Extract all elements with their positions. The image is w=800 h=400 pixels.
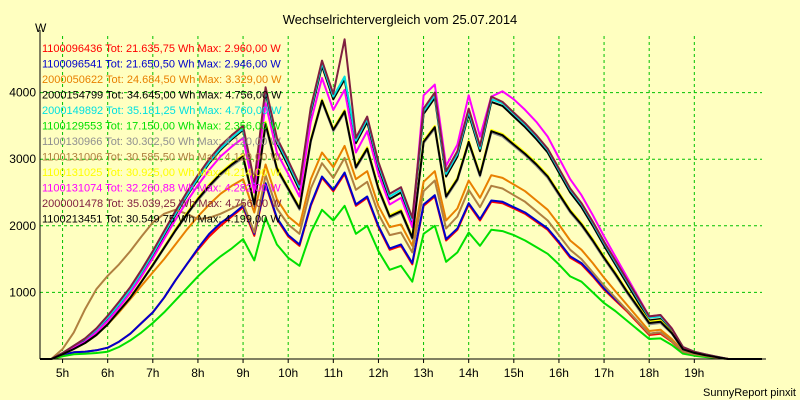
legend-entry-2: 2000050622 Tot: 24.684,50 Wh Max: 3.329,…: [42, 74, 282, 86]
legend-entry-10: 2000001478 Tot: 35.039,25 Wh Max: 4.756,…: [42, 198, 282, 210]
series-line-2: [40, 144, 762, 360]
series-line-10: [40, 38, 762, 360]
x-tick-label-5: 10h: [278, 366, 298, 380]
credit-text: SunnyReport pinxit: [703, 387, 796, 399]
y-axis-label: W: [35, 21, 47, 35]
x-tick-label-9: 14h: [459, 366, 479, 380]
legend-entry-9: 1100131074 Tot: 32.260,88 Wh Max: 4.282,…: [42, 183, 281, 195]
x-tick-label-0: 5h: [56, 366, 69, 380]
x-tick-label-11: 16h: [549, 366, 569, 380]
x-tick-label-2: 7h: [146, 366, 159, 380]
x-tick-label-8: 13h: [414, 366, 434, 380]
x-tick-label-12: 17h: [594, 366, 614, 380]
series-lines: [40, 38, 762, 360]
x-tick-label-14: 19h: [684, 366, 704, 380]
legend-entry-4: 2000149892 Tot: 35.181,25 Wh Max: 4.760,…: [42, 105, 282, 117]
x-tick-label-13: 18h: [639, 366, 659, 380]
legend-entry-7: 1100131006 Tot: 30.585,50 Wh Max: 4.129,…: [42, 152, 281, 164]
series-line-5: [40, 204, 762, 360]
legend-entry-1: 1100096541 Tot: 21.650,50 Wh Max: 2.946,…: [42, 59, 281, 71]
axes: [39, 30, 766, 360]
y-tick-label-0: 1000: [9, 285, 36, 299]
x-tick-label-7: 12h: [368, 366, 388, 380]
legend-entry-8: 1100131025 Tot: 30.925,00 Wh Max: 4.214,…: [42, 167, 281, 179]
x-tick-label-3: 8h: [191, 366, 204, 380]
series-line-11: [40, 99, 762, 360]
y-tick-label-1: 2000: [9, 219, 36, 233]
x-tick-label-4: 9h: [236, 366, 249, 380]
x-tick-label-6: 11h: [324, 366, 343, 380]
y-tick-label-2: 3000: [9, 152, 36, 166]
legend: 1100096436 Tot: 21.635,75 Wh Max: 2.960,…: [42, 43, 282, 226]
x-tick-label-10: 15h: [504, 366, 524, 380]
series-line-7: [40, 156, 762, 360]
x-tick-label-1: 6h: [101, 366, 114, 380]
legend-entry-0: 1100096436 Tot: 21.635,75 Wh Max: 2.960,…: [42, 43, 281, 55]
chart-title: Wechselrichtervergleich vom 25.07.2014: [283, 12, 518, 27]
tick-labels: 1000 2000 3000 4000 5h 6h 7h 8h 9h 10h 11h 12h 13h 14…: [9, 86, 704, 380]
legend-entry-6: 1100130966 Tot: 30.302,50 Wh Max: 4.120,…: [42, 136, 281, 148]
y-tick-label-3: 4000: [9, 86, 36, 100]
legend-entry-5: 1100129553 Tot: 17.150,00 Wh Max: 2.356,…: [42, 121, 281, 133]
legend-entry-3: 2000154799 Tot: 34.645,00 Wh Max: 4.756,…: [42, 90, 282, 102]
legend-entry-11: 1100213451 Tot: 30.549,75 Wh Max: 4.199,…: [42, 214, 281, 226]
